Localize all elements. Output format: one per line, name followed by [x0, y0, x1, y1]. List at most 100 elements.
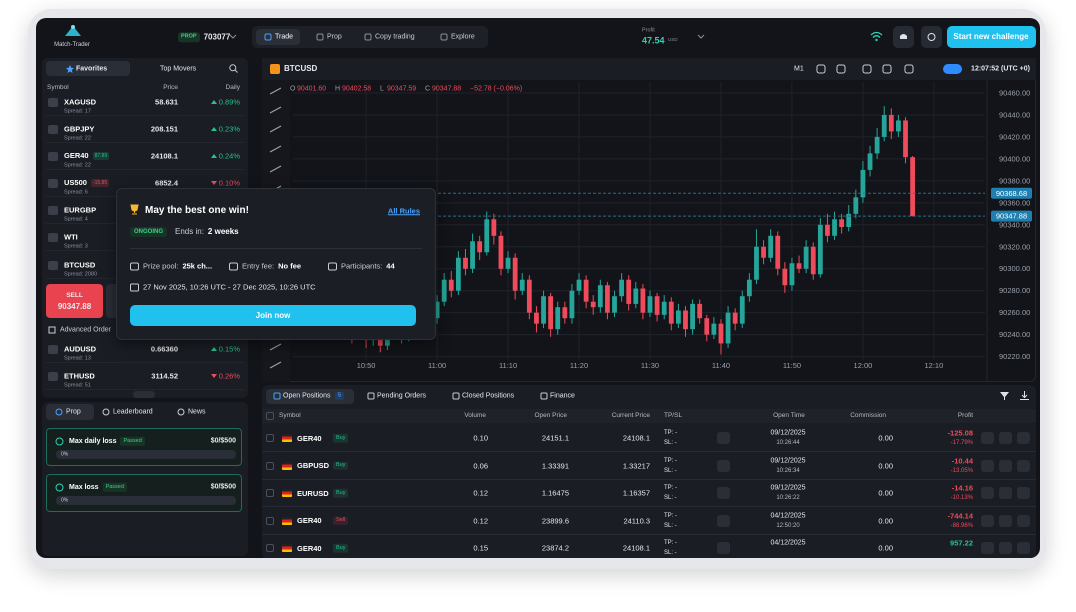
row-action-button[interactable] — [1017, 487, 1030, 499]
symbol-cell: GER40 Sell — [297, 516, 349, 525]
profit: -10.44 — [951, 455, 973, 465]
watchlist-tab[interactable]: Favorites — [76, 65, 108, 73]
candle-body — [832, 219, 837, 236]
ohlc-value: 90401.60 — [297, 85, 327, 93]
row-action-button[interactable] — [999, 432, 1012, 444]
positions-tab[interactable]: Closed Positions — [462, 392, 515, 400]
candle-body — [825, 224, 830, 236]
prop-tab[interactable]: Leaderboard — [113, 408, 153, 416]
theme-toggle[interactable] — [943, 64, 962, 74]
edit-tp-sl-button[interactable] — [717, 514, 730, 527]
sell-price[interactable]: 90347.88 — [57, 302, 92, 311]
bell-icon-part — [900, 34, 907, 39]
account-selector: PROP 703077 — [178, 32, 230, 42]
commission: 0.00 — [878, 433, 893, 443]
nav-item[interactable]: Explore — [451, 33, 475, 41]
row-action-button[interactable] — [999, 542, 1012, 554]
watchlist-tab[interactable]: Top Movers — [160, 65, 197, 73]
timeframe[interactable]: M1 — [794, 65, 804, 73]
edit-tp-sl-button[interactable] — [717, 542, 730, 554]
profit: -125.08 — [947, 428, 973, 438]
sell-label[interactable]: SELL — [66, 291, 83, 299]
row-action-button[interactable] — [1017, 459, 1030, 472]
select-all-checkbox[interactable] — [266, 412, 274, 420]
candle-body — [683, 310, 688, 330]
row-action-button[interactable] — [981, 542, 994, 554]
open-date: 09/12/2025 — [770, 429, 806, 437]
symbol-cell: WTI — [64, 233, 78, 241]
advanced-order-icon-part — [48, 326, 56, 334]
start-challenge-label[interactable]: Start new challenge — [953, 32, 1029, 41]
row-checkbox[interactable] — [266, 516, 274, 525]
daily-change: 0.15% — [218, 344, 240, 354]
rule-icon-part — [55, 437, 64, 446]
watchlist-symbol: ETHUSD — [64, 371, 95, 381]
row-action-button[interactable] — [981, 432, 994, 444]
instrument-icon — [48, 179, 58, 188]
buy-button[interactable] — [106, 284, 116, 318]
row-checkbox[interactable] — [266, 434, 274, 442]
row-checkbox[interactable] — [266, 489, 274, 497]
positions-tab[interactable]: Pending Orders — [377, 392, 427, 400]
row-action-button[interactable] — [981, 459, 994, 472]
all-rules-link[interactable]: All Rules — [387, 206, 420, 216]
account-id: 703077 — [203, 32, 231, 41]
advanced-order[interactable]: Advanced Order — [60, 326, 111, 334]
row-action-button[interactable] — [999, 514, 1012, 527]
drawing-tool-icon — [269, 343, 282, 351]
column-header: Open Time — [773, 411, 805, 419]
row-action-button[interactable] — [981, 514, 994, 527]
progress-label: 0% — [61, 451, 69, 457]
candle-body — [463, 257, 468, 269]
sell-button[interactable] — [46, 284, 103, 318]
row-action-button[interactable] — [1017, 514, 1030, 527]
spread: Spread: 22 — [64, 135, 91, 142]
symbol-cell: ETHUSD — [64, 372, 95, 380]
watchlist-symbol: US500 — [64, 178, 87, 188]
positions-tab[interactable]: Open Positions — [283, 392, 331, 400]
commission: 0.00 — [878, 515, 893, 525]
current-price: 24110.3 — [623, 515, 650, 525]
prize-value: 25k ch... — [182, 261, 213, 271]
candle-body — [867, 153, 873, 170]
download-icon-part — [1020, 391, 1029, 400]
row-checkbox[interactable] — [266, 461, 274, 470]
row-checkbox[interactable] — [266, 544, 274, 552]
start-challenge-button[interactable] — [947, 26, 1036, 48]
candle-body — [434, 301, 440, 319]
y-tick-label: 90240.00 — [999, 330, 1030, 339]
search-icon-part — [234, 69, 238, 73]
nav-item[interactable]: Trade — [275, 33, 294, 41]
column-header: Profit — [957, 411, 973, 419]
positions-tab[interactable]: Finance — [550, 392, 575, 400]
row-action-button[interactable] — [1017, 432, 1030, 444]
chart-tool-icon-part — [816, 64, 826, 74]
favorites-tab-active — [46, 61, 130, 76]
scroll-button[interactable] — [133, 391, 155, 398]
row-action-button[interactable] — [1017, 542, 1030, 554]
join-label[interactable]: Join now — [255, 310, 291, 320]
price: 6852.4 — [155, 178, 178, 188]
nav-item[interactable]: Copy trading — [375, 33, 415, 41]
rule-card — [46, 474, 242, 512]
profile-button[interactable] — [921, 26, 942, 48]
join-button[interactable] — [130, 305, 416, 326]
status-badge: ONGOING — [130, 227, 168, 237]
edit-tp-sl-button[interactable] — [717, 432, 730, 444]
nav-item[interactable]: Prop — [327, 33, 342, 41]
daily-change: 0.24% — [218, 151, 240, 161]
current-price: 24108.1 — [622, 433, 650, 443]
edit-tp-sl-button[interactable] — [717, 487, 730, 499]
spread: Spread: 13 — [64, 355, 91, 362]
row-action-button[interactable] — [999, 487, 1012, 499]
wifi-icon — [870, 31, 883, 42]
price-tag-label: 90368.68 — [996, 189, 1027, 198]
row-action-button[interactable] — [981, 487, 994, 499]
edit-tp-sl-button[interactable] — [717, 459, 730, 472]
stop-loss: SL: - — [664, 467, 677, 474]
row-action-button[interactable] — [999, 459, 1012, 472]
account-badge: PROP — [178, 32, 200, 42]
prop-tab[interactable]: Prop — [66, 408, 81, 416]
prop-tab[interactable]: News — [188, 408, 206, 416]
side-badge: Sell — [333, 516, 349, 525]
